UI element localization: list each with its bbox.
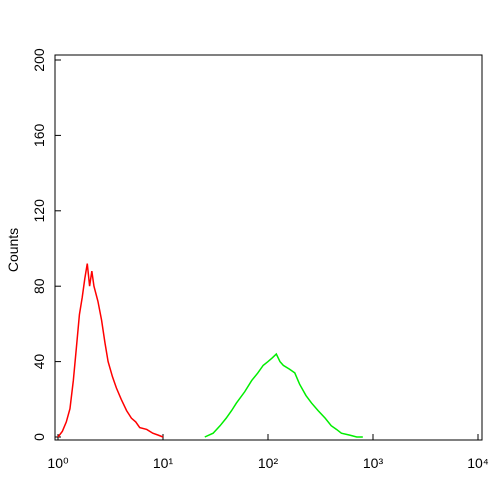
y-axis-label: Counts [5,228,21,272]
x-tick-label: 10³ [363,455,384,471]
y-tick-label: 80 [31,278,47,294]
plot-frame [54,54,483,441]
histogram-line [57,263,164,438]
y-tick-label: 0 [31,433,47,441]
y-tick-label: 160 [31,124,47,148]
x-tick-label: 10² [258,455,279,471]
y-tick-label: 200 [31,48,47,72]
y-tick-label: 120 [31,199,47,223]
x-tick-label: 10⁴ [467,455,489,471]
x-tick-label: 10⁰ [47,455,69,471]
histogram-line [204,352,363,438]
x-tick-label: 10¹ [153,455,174,471]
y-tick-label: 40 [31,354,47,370]
